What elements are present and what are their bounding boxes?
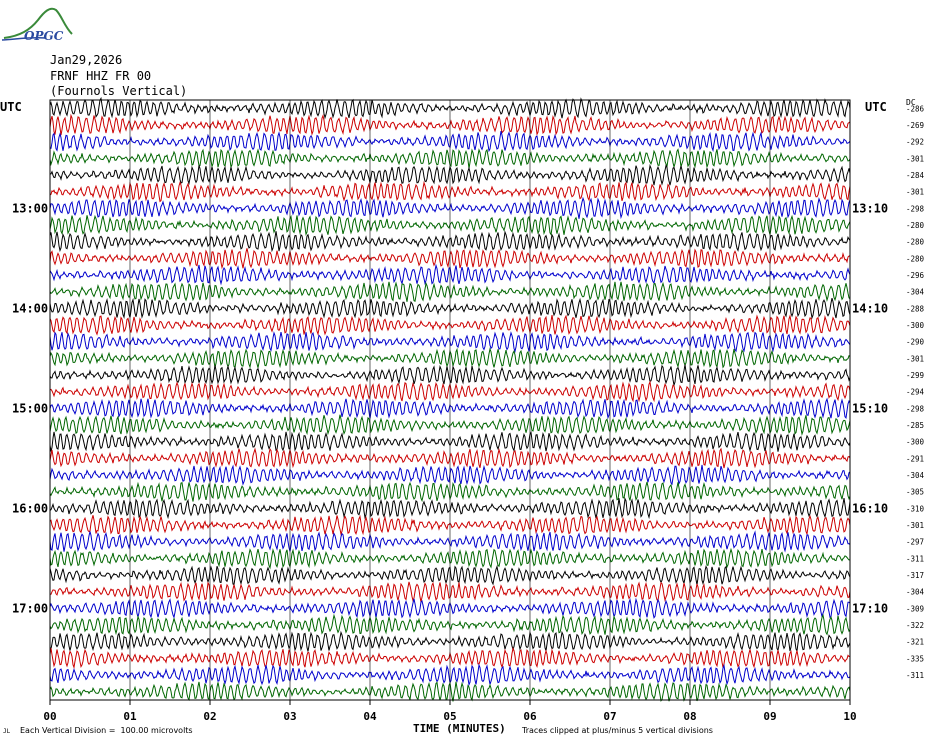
right-hour-label: 13:10 — [852, 201, 888, 215]
x-tick-label: 03 — [283, 710, 296, 723]
header-date: Jan29,2026 — [50, 53, 123, 67]
opgc-logo-icon: OPGC — [1, 7, 73, 43]
dc-offset-label: -294 — [906, 388, 925, 397]
dc-offset-label: -280 — [906, 254, 925, 263]
header-station: FRNF HHZ FR 00 — [50, 69, 152, 83]
x-tick-label: 10 — [843, 710, 856, 723]
right-hour-label: 17:10 — [852, 601, 888, 615]
right-hour-label: 16:10 — [852, 501, 888, 515]
dc-offset-label: -321 — [906, 638, 924, 647]
clip-note: Traces clipped at plus/minus 5 vertical … — [522, 726, 713, 735]
dc-offset-label: -301 — [906, 521, 924, 530]
dc-offset-label: -296 — [906, 271, 925, 280]
dc-offset-label: -309 — [906, 604, 924, 613]
dc-offset-label: -288 — [906, 304, 925, 313]
dc-offset-label: -310 — [906, 504, 925, 513]
x-tick-label: 00 — [43, 710, 56, 723]
dc-offset-label: -304 — [906, 288, 925, 297]
dc-offset-label: -298 — [906, 204, 925, 213]
left-hour-label: 15:00 — [12, 401, 48, 415]
dc-offset-label: -300 — [906, 438, 925, 447]
x-axis-ticks: 00 01 02 03 04 05 06 07 08 09 10 — [43, 700, 857, 723]
dc-offset-label: -284 — [906, 171, 925, 180]
dc-offset-label: -305 — [906, 488, 924, 497]
dc-offset-label: -317 — [906, 571, 924, 580]
x-tick-label: 05 — [443, 710, 456, 723]
dc-offset-label: -286 — [906, 104, 925, 113]
header-location: (Fournols Vertical) — [50, 84, 188, 98]
right-hour-label: 15:10 — [852, 401, 888, 415]
left-hour-labels: 13:00 14:00 15:00 16:00 17:00 — [12, 201, 48, 615]
dc-offset-label: -290 — [906, 338, 925, 347]
left-hour-label: 17:00 — [12, 601, 48, 615]
dc-offset-label: -299 — [906, 371, 924, 380]
dc-offset-label: -304 — [906, 588, 925, 597]
x-tick-label: 09 — [763, 710, 776, 723]
dc-offset-label: -335 — [906, 654, 924, 663]
left-hour-label: 13:00 — [12, 201, 48, 215]
dc-offset-label: -301 — [906, 354, 924, 363]
x-tick-label: 07 — [603, 710, 616, 723]
footer-mark: JL — [3, 728, 11, 735]
right-hour-label: 14:10 — [852, 301, 888, 315]
x-tick-label: 04 — [363, 710, 377, 723]
dc-offset-label: -298 — [906, 404, 925, 413]
dc-offset-label: -292 — [906, 138, 924, 147]
x-axis-label: TIME (MINUTES) — [413, 722, 506, 735]
x-tick-label: 01 — [123, 710, 137, 723]
opgc-logo: OPGC — [0, 0, 80, 46]
dc-offset-label: -322 — [906, 621, 924, 630]
dc-offset-label: -291 — [906, 454, 924, 463]
x-tick-label: 02 — [203, 710, 216, 723]
dc-offset-label: -301 — [906, 154, 924, 163]
vertical-division-note: Each Vertical Division = 100.00 microvol… — [20, 726, 193, 735]
utc-label-left: UTC — [0, 100, 22, 114]
dc-offset-label: -280 — [906, 221, 925, 230]
dc-offset-label: -311 — [906, 671, 924, 680]
dc-offset-label: -304 — [906, 471, 925, 480]
x-tick-label: 08 — [683, 710, 696, 723]
dc-offset-labels: -286 -269 -292 -301 -284 -301 -298 -280 -280 -280… — [906, 104, 925, 680]
x-tick-label: 06 — [523, 710, 537, 723]
dc-offset-label: -297 — [906, 538, 924, 547]
dc-offset-label: -301 — [906, 188, 924, 197]
time-gridlines — [129, 100, 771, 700]
dc-offset-label: -285 — [906, 421, 924, 430]
right-hour-labels: 13:10 14:10 15:10 16:10 17:10 — [852, 201, 888, 615]
dc-offset-label: -311 — [906, 554, 924, 563]
utc-label-right: UTC — [865, 100, 887, 114]
logo-text: OPGC — [24, 29, 64, 43]
dc-label: DC — [906, 98, 916, 107]
dc-offset-label: -280 — [906, 238, 925, 247]
dc-offset-label: -269 — [906, 121, 924, 130]
left-hour-label: 14:00 — [12, 301, 48, 315]
dc-offset-label: -300 — [906, 321, 925, 330]
left-hour-label: 16:00 — [12, 501, 48, 515]
